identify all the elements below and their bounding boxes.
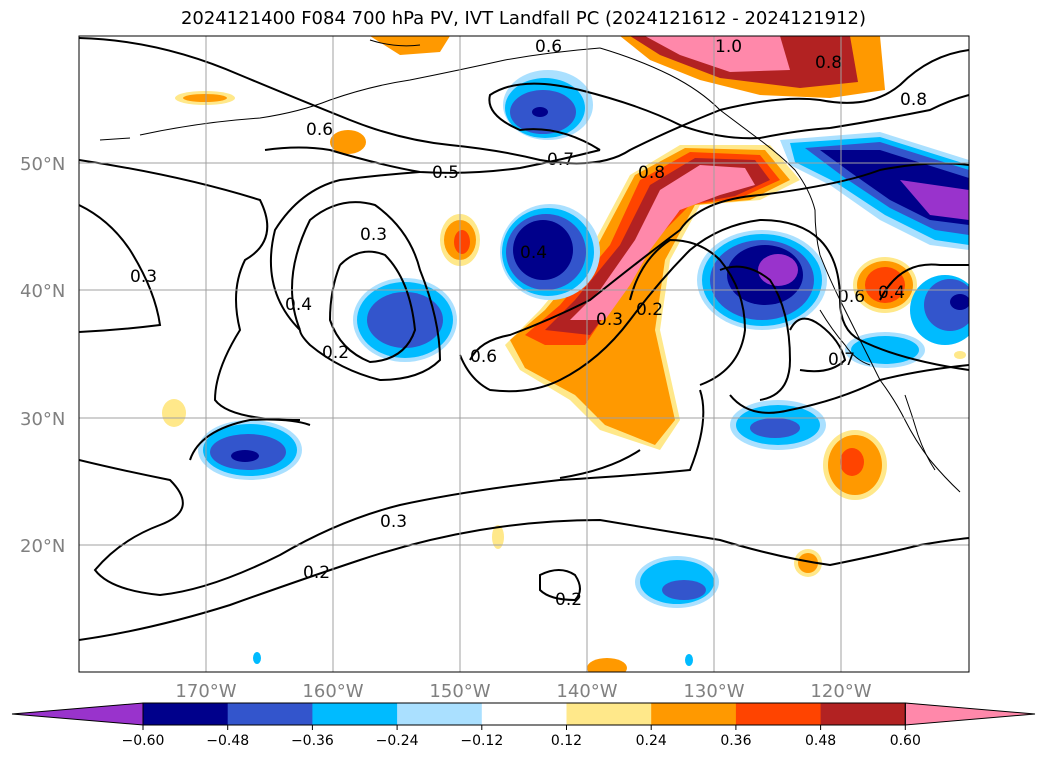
colorbar-segment [397,703,483,725]
contour-label: 0.3 [596,310,623,330]
contour-label: 0.4 [878,283,905,303]
colorbar-segment [227,703,313,725]
gridlines [79,36,969,672]
lon-label: 170°W [175,681,236,702]
colorbar-segment [312,703,398,725]
contour-label: 0.8 [900,90,927,110]
colorbar-tick-label: 0.48 [805,733,836,749]
contour-label: 0.2 [555,590,582,610]
contour-label: 0.3 [380,512,407,532]
shading-layer [162,36,969,672]
colorbar-tick-label: −0.24 [376,733,419,749]
contour-label: 0.6 [535,37,562,57]
colorbar-tick-label: −0.36 [291,733,334,749]
contour-label: 0.8 [638,163,665,183]
lat-label: 40°N [20,281,65,302]
contour-label: 0.7 [547,150,574,170]
contour-layer [79,37,969,641]
colorbar-tick-label: −0.48 [206,733,249,749]
colorbar-segment [481,703,567,725]
contour-label: 0.2 [303,563,330,583]
colorbar-segment [820,703,906,725]
contour-label: 0.6 [838,287,865,307]
colorbar: −0.60 −0.48 −0.36 −0.24 −0.12 0.12 0.24 0.36 0.4… [11,702,1036,749]
colorbar-segment [143,703,229,725]
longitude-labels: 170°W 160°W 150°W 140°W 130°W 120°W [175,681,871,702]
colorbar-tick-label: −0.60 [122,733,165,749]
lon-label: 130°W [683,681,744,702]
contour-label: 0.2 [322,343,349,363]
contour-label: 0.5 [432,163,459,183]
colorbar-extend-low [11,702,144,726]
contour-label: 0.6 [470,347,497,367]
contour-label: 0.3 [130,267,157,287]
lon-label: 140°W [556,681,617,702]
lat-label: 20°N [20,536,65,557]
colorbar-outline [142,702,906,726]
contour-label: 0.8 [815,53,842,73]
contour-label: 0.3 [360,225,387,245]
map-title: 2024121400 F084 700 hPa PV, IVT Landfall… [180,8,867,29]
colorbar-extend-high [904,702,1036,726]
map-content: 0.6 1.0 0.8 0.8 0.6 0.5 0.7 0.8 0.3 0.3 … [79,36,969,672]
contour-label: 0.4 [520,243,547,263]
colorbar-segment [735,703,822,725]
contour-label: 0.4 [285,295,312,315]
contour-label: 0.2 [636,300,663,320]
colorbar-tick-label: −0.12 [460,733,503,749]
contour-label: 0.7 [828,350,855,370]
colorbar-tick-label: 0.60 [890,733,921,749]
colorbar-tick-label: 0.36 [720,733,751,749]
contour-label: 0.6 [306,120,333,140]
contour-labels: 0.6 1.0 0.8 0.8 0.6 0.5 0.7 0.8 0.3 0.3 … [130,37,927,610]
colorbar-tick-label: 0.12 [551,733,582,749]
lon-label: 120°W [810,681,871,702]
colorbar-segment [651,703,737,725]
lon-label: 150°W [429,681,490,702]
colorbar-tick-label: 0.24 [636,733,667,749]
lon-label: 160°W [302,681,363,702]
colorbar-segment [566,703,652,725]
lat-label: 50°N [20,154,65,175]
contour-label: 1.0 [715,37,742,57]
latitude-labels: 50°N 40°N 30°N 20°N [20,154,65,557]
map-frame [78,35,970,673]
lat-label: 30°N [20,409,65,430]
